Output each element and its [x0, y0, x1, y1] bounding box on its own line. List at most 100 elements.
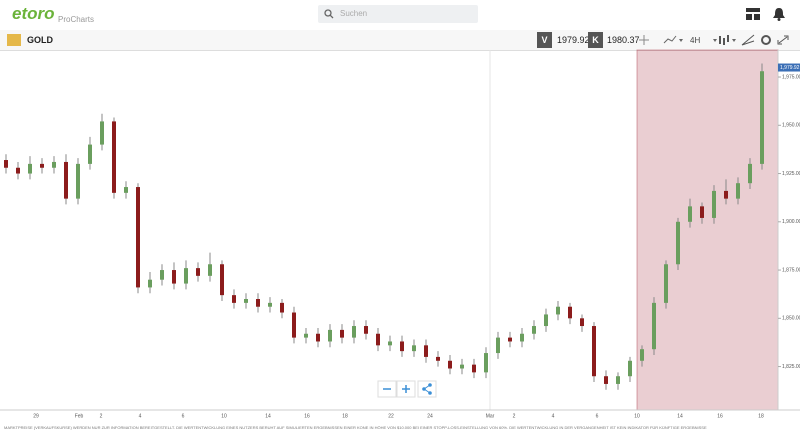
x-tick-label: 14 — [265, 413, 271, 419]
candle-body — [76, 163, 80, 199]
timeframe[interactable]: 4H — [690, 36, 701, 45]
candle-body — [304, 333, 308, 338]
ask-label[interactable]: K — [588, 32, 603, 48]
ask-price: 1980.37 — [607, 35, 640, 45]
candle-body — [124, 187, 128, 193]
candle-body — [508, 337, 512, 342]
candle-body — [616, 376, 620, 384]
x-tick-label: Mar — [486, 413, 495, 419]
candle-body — [712, 190, 716, 218]
candle-body — [472, 364, 476, 373]
y-tick-label: 1,875.00 — [782, 267, 800, 273]
candle-body — [364, 326, 368, 334]
candle-body — [436, 356, 440, 361]
x-tick-label: 22 — [388, 413, 394, 419]
top-bar: etoro ProCharts Suchen — [0, 0, 800, 31]
y-tick-label: 1,850.00 — [782, 316, 800, 322]
search-placeholder: Suchen — [340, 9, 368, 18]
candle-body — [628, 360, 632, 377]
candle-body — [4, 160, 8, 168]
candle-body — [448, 360, 452, 369]
candle-body — [160, 270, 164, 280]
candle-body — [316, 333, 320, 342]
x-tick-label: 10 — [221, 413, 227, 419]
candle-body — [424, 345, 428, 357]
disclaimer: MARKTPREISE (VERKAUFSKURSE) WERDEN NUR Z… — [4, 425, 707, 430]
x-tick-label: 6 — [596, 413, 599, 419]
candle-body — [148, 279, 152, 288]
candle-body — [220, 264, 224, 296]
tool-icons[interactable] — [638, 33, 798, 47]
candle-body — [28, 163, 32, 174]
candle-body — [460, 364, 464, 369]
bid-label[interactable]: V — [537, 32, 552, 48]
x-tick-label: 2 — [513, 413, 516, 419]
candle-body — [64, 161, 68, 199]
candle-body — [412, 345, 416, 352]
candle-body — [376, 333, 380, 346]
search-box[interactable]: Suchen — [318, 5, 478, 23]
candle-body — [484, 353, 488, 373]
x-tick-label: 4 — [552, 413, 555, 419]
candle-body — [544, 314, 548, 327]
candle-body — [268, 302, 272, 307]
candle-body — [16, 167, 20, 174]
x-tick-label: 29 — [33, 413, 39, 419]
candle-body — [388, 341, 392, 346]
candle-body — [292, 312, 296, 338]
candle-body — [232, 295, 236, 303]
last-price-label: 1,979.92 — [780, 65, 800, 71]
candle-body — [748, 163, 752, 184]
y-tick-label: 1,825.00 — [782, 364, 800, 370]
last-price-box — [778, 63, 800, 72]
y-tick-label: 1,900.00 — [782, 219, 800, 225]
candle-body — [700, 206, 704, 218]
x-tick-label: 18 — [342, 413, 348, 419]
x-tick-label: 24 — [427, 413, 433, 419]
candle-body — [112, 121, 116, 193]
candle-body — [280, 302, 284, 313]
zoom-controls — [377, 380, 437, 398]
candle-body — [496, 337, 500, 354]
candle-body — [568, 306, 572, 319]
candle-body — [676, 221, 680, 265]
x-tick-label: 6 — [182, 413, 185, 419]
candle-body — [520, 333, 524, 342]
candle-body — [688, 206, 692, 222]
candle-body — [52, 161, 56, 168]
layout-icon[interactable] — [746, 8, 760, 20]
logo[interactable]: etoro — [12, 4, 55, 23]
candle-body — [196, 268, 200, 276]
search-icon — [324, 9, 334, 19]
candle-body — [532, 326, 536, 334]
candle-body — [604, 376, 608, 384]
candle-body — [400, 341, 404, 352]
candle-body — [328, 329, 332, 342]
bid-price: 1979.92 — [557, 35, 590, 45]
candle-body — [724, 190, 728, 199]
candle-body — [736, 183, 740, 199]
candle-body — [352, 326, 356, 338]
bell-icon[interactable] — [773, 7, 785, 21]
candle-body — [208, 264, 212, 276]
candle-body — [40, 163, 44, 168]
candle-body — [100, 121, 104, 145]
candle-body — [592, 326, 596, 377]
candle-body — [640, 349, 644, 361]
x-tick-label: 14 — [677, 413, 683, 419]
candle-body — [184, 268, 188, 284]
candle-body — [760, 71, 764, 164]
gold-icon — [7, 34, 21, 46]
candle-body — [340, 329, 344, 338]
share-button[interactable] — [417, 380, 437, 398]
x-tick-label: 4 — [139, 413, 142, 419]
x-tick-label: 16 — [717, 413, 723, 419]
x-tick-label: 18 — [758, 413, 764, 419]
candle-body — [664, 264, 668, 303]
candle-body — [556, 306, 560, 315]
x-tick-label: 10 — [634, 413, 640, 419]
candle-body — [88, 144, 92, 164]
candle-body — [136, 187, 140, 288]
